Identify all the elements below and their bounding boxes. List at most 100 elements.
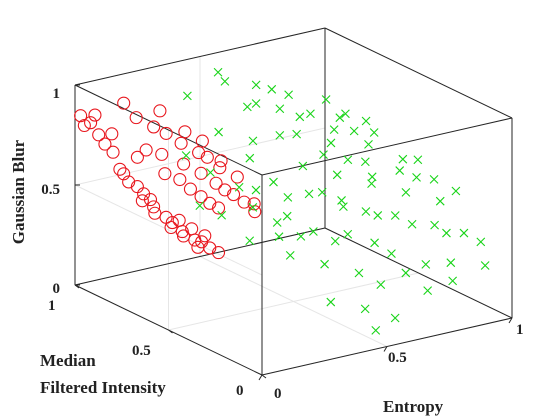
data-point: [251, 80, 261, 90]
data-point: [421, 260, 431, 269]
data-point: [401, 268, 411, 278]
data-point: [360, 157, 370, 167]
data-point: [317, 187, 327, 197]
data-point: [446, 258, 456, 268]
data-point: [214, 127, 223, 137]
data-point: [387, 249, 396, 258]
data-point: [88, 108, 102, 122]
data-point: [459, 228, 469, 238]
data-point: [321, 95, 331, 104]
data-point: [77, 118, 91, 133]
grid-lines: [74, 27, 513, 376]
data-point: [364, 140, 373, 149]
data-point: [275, 104, 285, 114]
data-point: [361, 207, 371, 216]
data-point: [326, 138, 336, 148]
data-point: [143, 193, 158, 207]
data-point: [247, 197, 261, 211]
x-tick-mark: [508, 317, 513, 324]
data-point: [285, 251, 295, 260]
y-axis-label-line-1: Median: [40, 351, 96, 370]
data-point: [369, 128, 379, 137]
data-point: [220, 76, 230, 86]
data-point: [306, 109, 315, 119]
data-point: [480, 261, 490, 270]
data-point: [274, 232, 284, 242]
data-point: [173, 172, 187, 187]
data-point: [429, 174, 439, 184]
data-point: [448, 276, 458, 286]
data-point: [245, 153, 255, 163]
data-point: [105, 127, 119, 141]
series-1: [74, 96, 262, 260]
data-point: [335, 113, 345, 123]
axes-box: [74, 27, 513, 381]
data-point: [164, 220, 178, 235]
grid-line: [74, 127, 326, 186]
data-point: [147, 200, 161, 214]
data-point: [296, 231, 306, 241]
data-point: [251, 185, 261, 195]
data-point: [283, 193, 293, 202]
data-point: [330, 236, 340, 246]
x-tick-mark: [258, 374, 263, 381]
data-point: [155, 147, 169, 161]
data-point: [298, 161, 308, 171]
box-edge: [261, 117, 513, 176]
data-point: [122, 175, 136, 189]
data-point: [211, 201, 226, 215]
data-point: [214, 154, 228, 168]
data-point: [373, 211, 383, 220]
data-point: [185, 222, 199, 236]
data-point: [213, 67, 223, 77]
y-tick-mark: [168, 329, 173, 334]
data-point: [218, 183, 232, 197]
data-point: [153, 104, 167, 118]
data-point: [282, 211, 292, 221]
data-point: [194, 190, 208, 204]
data-point: [147, 120, 161, 134]
data-point: [248, 203, 258, 212]
data-point: [284, 90, 294, 100]
data-point: [203, 241, 217, 255]
data-point: [272, 218, 282, 227]
data-point: [148, 206, 162, 220]
data-point: [295, 112, 305, 122]
data-point: [183, 91, 192, 101]
data-point: [230, 170, 244, 184]
x-tick-1: 0.5: [388, 350, 407, 366]
data-point: [349, 126, 359, 136]
data-point: [158, 167, 172, 181]
data-point: [371, 326, 381, 335]
y-tick-2: 1: [48, 298, 56, 314]
x-axis-label: Entropy: [383, 397, 444, 416]
data-point: [343, 155, 353, 165]
data-point: [84, 116, 98, 130]
box-edge: [74, 27, 326, 86]
data-point: [401, 188, 411, 197]
data-series: [74, 67, 490, 335]
y-tick-mark: [74, 284, 80, 289]
data-point: [195, 201, 205, 210]
data-point: [412, 172, 421, 182]
x-tick-2: 1: [516, 322, 524, 338]
data-point: [360, 304, 370, 314]
data-point: [395, 166, 405, 175]
data-point: [181, 151, 191, 160]
data-point: [320, 259, 329, 269]
data-point: [172, 213, 186, 227]
data-point: [209, 176, 223, 190]
data-point: [203, 196, 217, 210]
data-point: [211, 246, 226, 260]
data-point: [390, 313, 400, 323]
data-point: [245, 236, 255, 246]
data-point: [165, 216, 179, 230]
data-point: [337, 196, 346, 205]
z-tick-2: 1: [53, 86, 61, 102]
data-point: [309, 227, 318, 236]
data-point: [159, 126, 173, 140]
data-point: [304, 189, 314, 199]
box-edge: [74, 84, 263, 176]
data-point: [339, 202, 348, 212]
